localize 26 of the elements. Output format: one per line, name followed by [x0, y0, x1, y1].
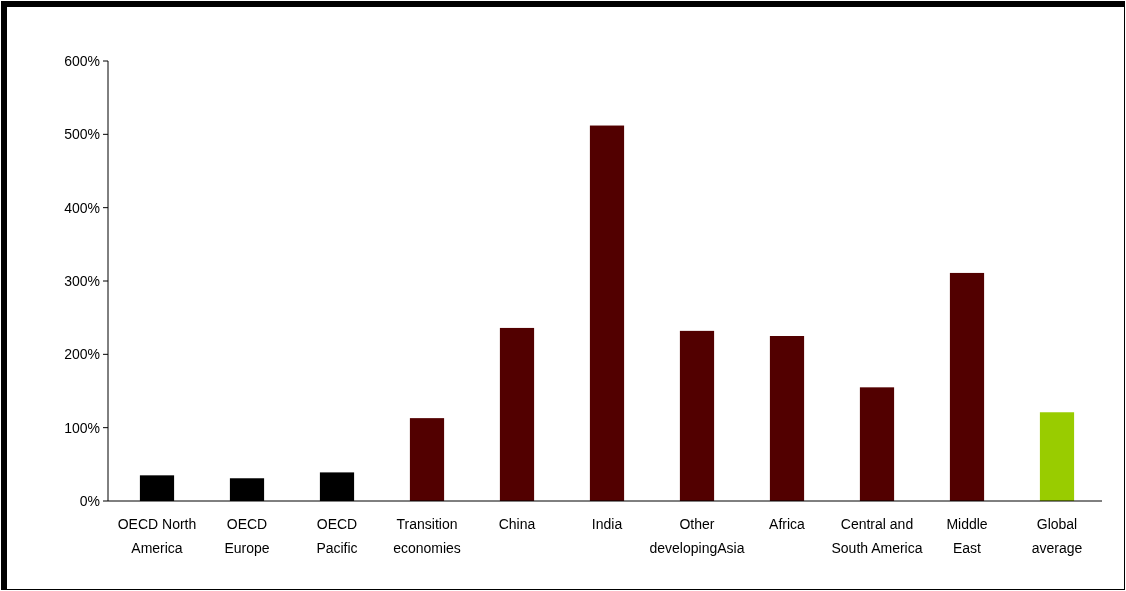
x-tick-label: Transition economies — [393, 516, 461, 556]
x-tick-label: Middle East — [946, 516, 988, 556]
y-tick-label: 400% — [64, 199, 100, 216]
x-tick-label: Global average — [1031, 516, 1083, 556]
y-tick-label: 300% — [64, 272, 100, 289]
x-tick-label: Other developingAsia — [649, 516, 745, 556]
y-tick-label: 0% — [79, 492, 100, 509]
bar — [499, 327, 535, 501]
bar — [949, 272, 985, 501]
x-tick-label: China — [498, 516, 536, 532]
x-tick-label: Africa — [769, 516, 806, 532]
bar — [589, 125, 625, 501]
x-tick-label: OECD Europe — [224, 516, 270, 556]
bar — [1039, 412, 1075, 501]
bar — [679, 330, 715, 501]
bar — [409, 418, 445, 501]
y-tick-label: 500% — [64, 126, 100, 143]
y-tick-label: 200% — [64, 346, 100, 363]
y-tick-label: 600% — [64, 52, 100, 69]
bar — [859, 387, 895, 501]
x-tick-label: OECD North America — [117, 516, 197, 556]
x-tick-label: India — [591, 516, 623, 532]
y-tick-label: 100% — [64, 419, 100, 436]
bar — [769, 336, 805, 501]
x-tick-label: OECD Pacific — [316, 516, 358, 556]
x-tick-label: Central and South America — [831, 516, 923, 556]
